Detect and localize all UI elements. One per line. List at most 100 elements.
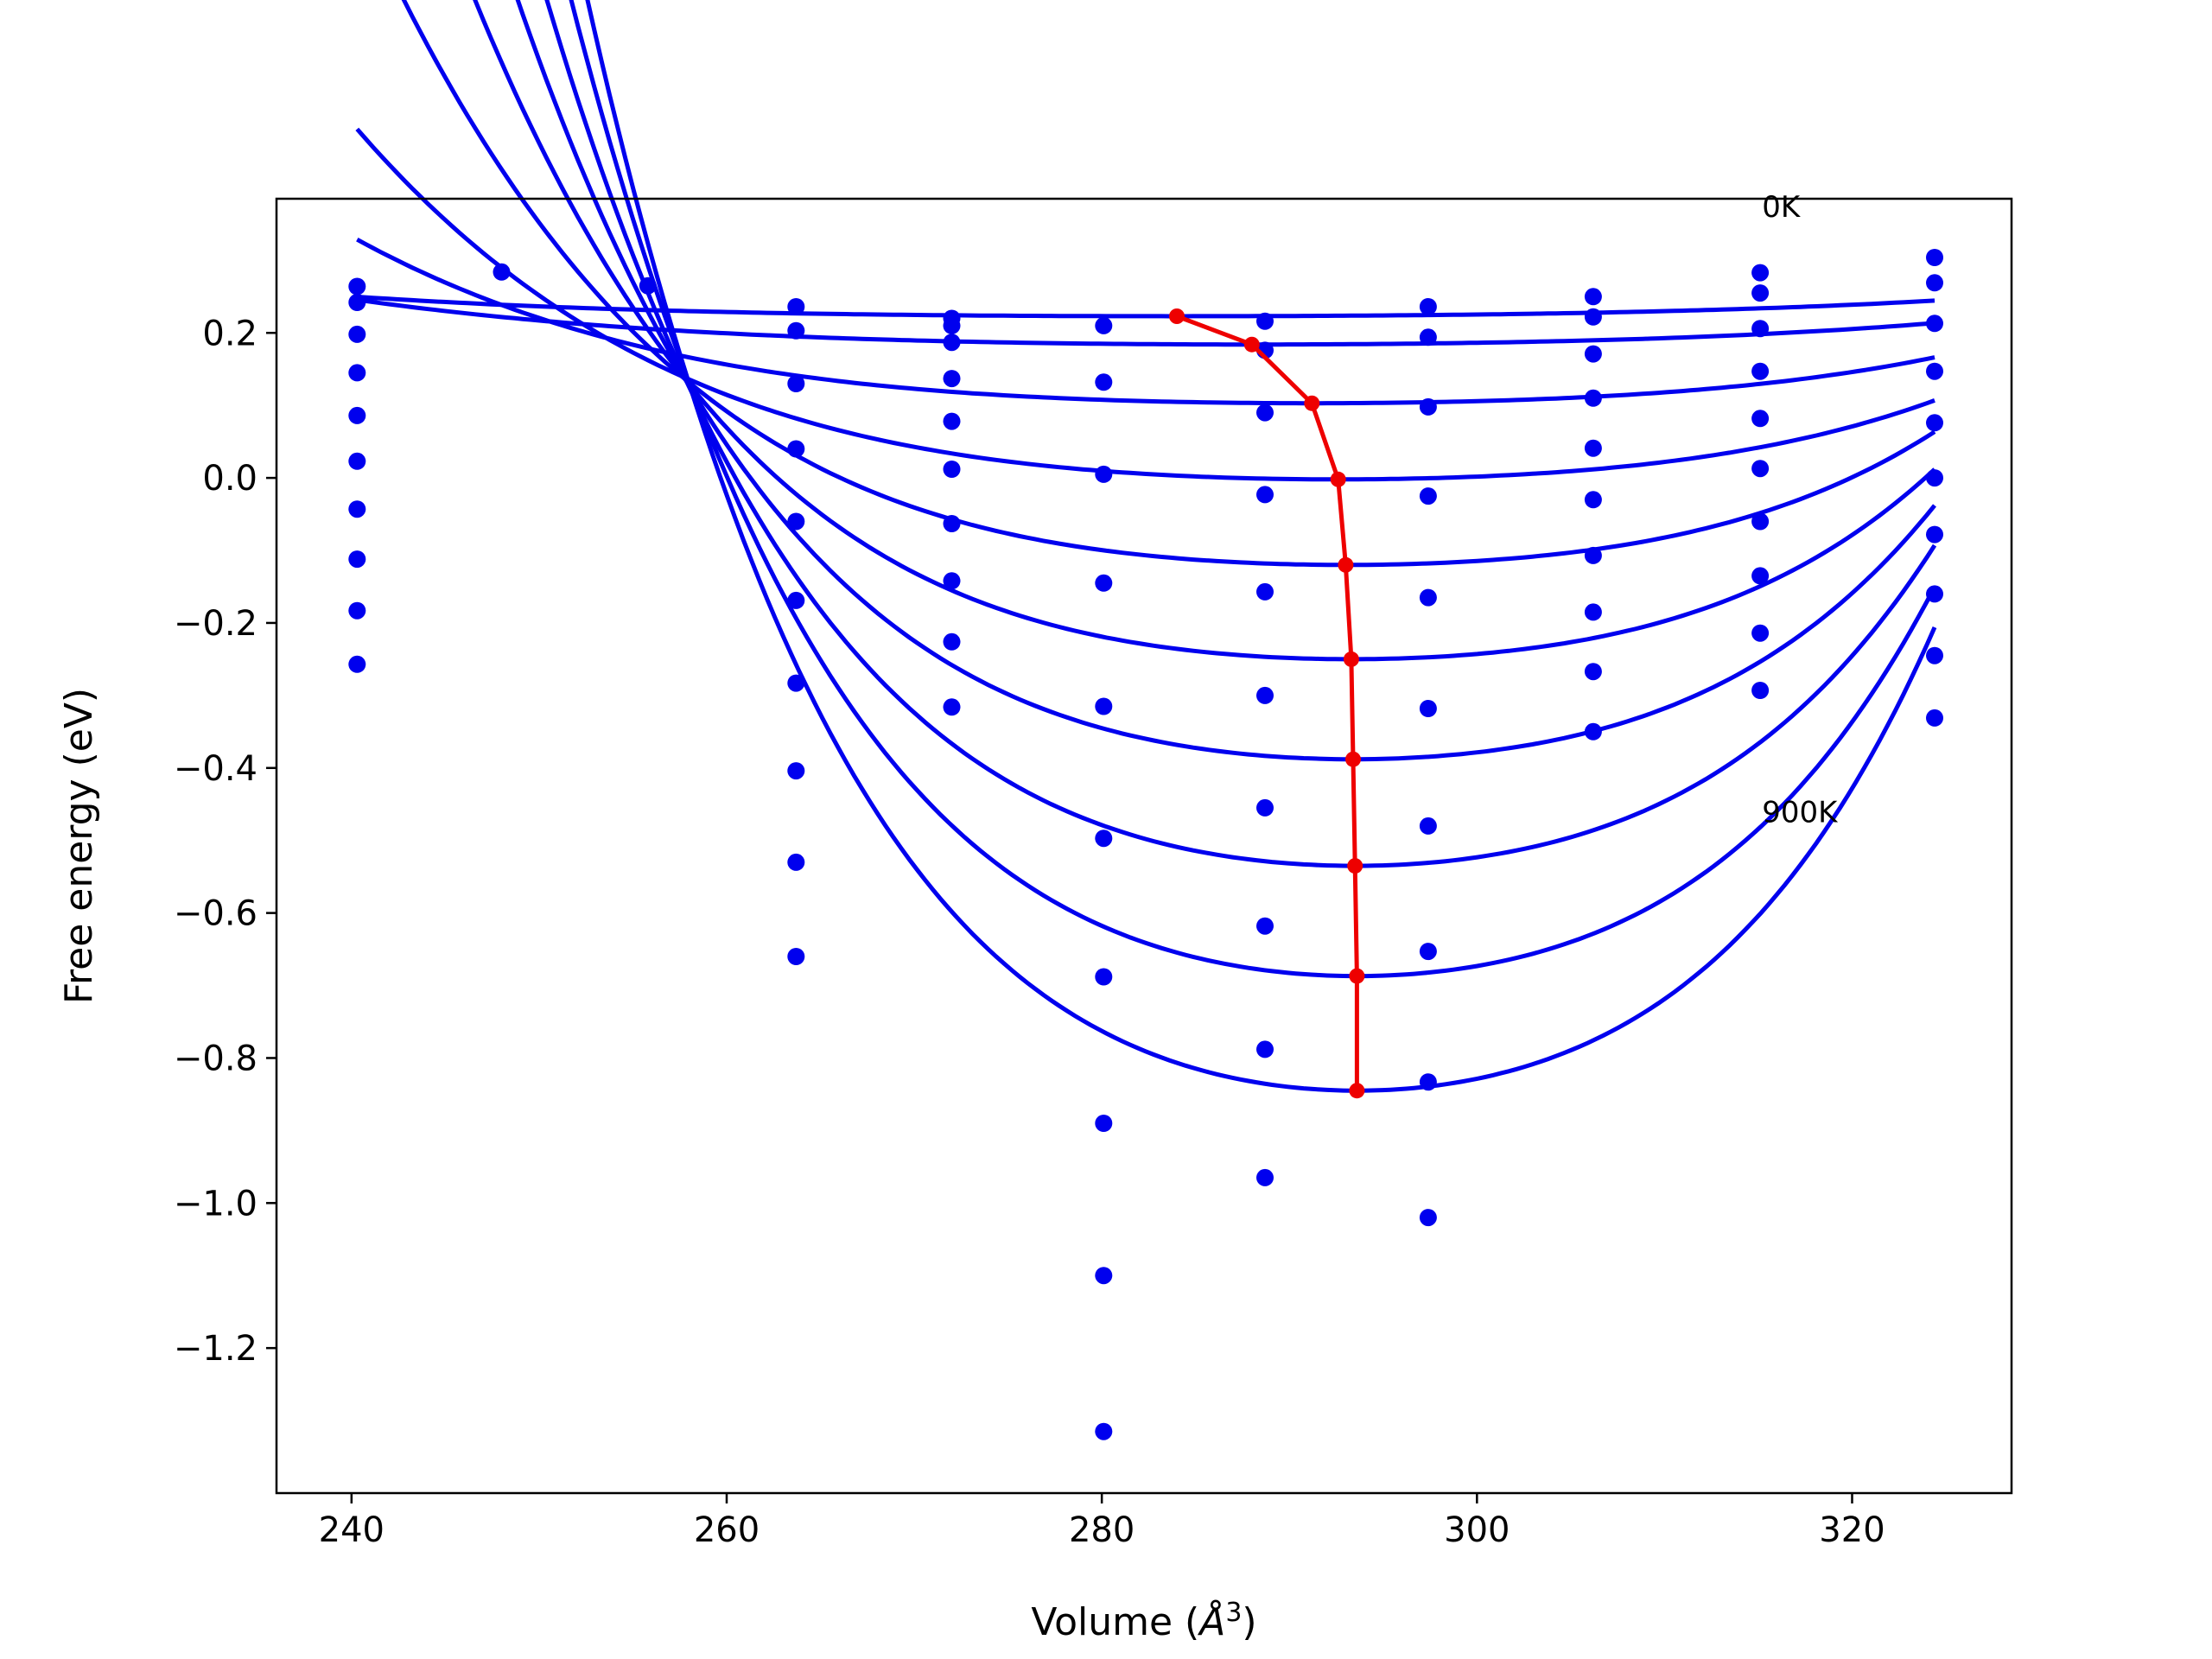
- data-point-5-4: [1095, 697, 1113, 715]
- data-point-8-3: [1584, 389, 1602, 407]
- data-point-0-5: [348, 452, 366, 470]
- data-point-0-3: [348, 364, 366, 382]
- data-point-7-9: [1419, 1209, 1437, 1227]
- data-point-4-9: [943, 698, 961, 716]
- minimum-point-3: [1330, 471, 1346, 487]
- data-point-1-0: [493, 263, 511, 281]
- data-point-9-0: [1751, 264, 1770, 282]
- data-point-8-1: [1584, 308, 1602, 326]
- fit-curve-6: [515, 0, 1936, 762]
- annotation-1: 900K: [1762, 796, 1839, 830]
- x-tick-label: 320: [1819, 1510, 1885, 1550]
- minimum-point-9: [1349, 1083, 1365, 1099]
- data-point-3-1: [787, 321, 805, 340]
- data-point-7-4: [1419, 588, 1437, 607]
- data-point-6-0: [1256, 312, 1274, 330]
- x-tick-label: 260: [694, 1510, 760, 1550]
- data-point-7-2: [1419, 397, 1437, 416]
- data-point-7-7: [1419, 943, 1437, 961]
- data-point-5-8: [1095, 1267, 1113, 1285]
- y-tick-label: −0.4: [174, 749, 257, 789]
- y-axis-ticks: 0.2 0.0 −0.2 −0.4 −0.6 −0.8 −1.0 −1.2: [174, 314, 276, 1369]
- data-point-7-3: [1419, 487, 1437, 505]
- data-point-7-8: [1419, 1073, 1437, 1091]
- data-point-3-0: [787, 298, 805, 315]
- data-point-5-6: [1095, 968, 1113, 986]
- data-points: [348, 249, 1943, 1440]
- data-point-4-8: [943, 632, 961, 651]
- minimum-point-1: [1243, 336, 1260, 353]
- y-tick-label: 0.2: [202, 314, 257, 353]
- data-point-8-0: [1584, 288, 1602, 306]
- data-point-9-5: [1751, 460, 1770, 478]
- x-tick-label: 240: [319, 1510, 385, 1550]
- data-point-6-6: [1256, 798, 1274, 817]
- minimum-point-8: [1349, 968, 1365, 984]
- y-tick-label: −1.2: [174, 1329, 257, 1369]
- data-point-5-3: [1095, 574, 1113, 592]
- data-point-0-0: [348, 277, 366, 296]
- data-point-7-6: [1419, 817, 1437, 835]
- minimum-point-0: [1169, 308, 1185, 324]
- data-point-10-1: [1926, 274, 1943, 292]
- y-tick-label: −0.8: [174, 1039, 257, 1078]
- minimum-point-6: [1345, 751, 1361, 767]
- data-point-8-6: [1584, 546, 1602, 564]
- data-point-9-7: [1751, 567, 1770, 585]
- data-point-0-6: [348, 500, 366, 518]
- data-point-0-1: [348, 294, 366, 311]
- minimum-point-5: [1343, 651, 1359, 667]
- fit-curve-8: [569, 0, 1937, 979]
- data-point-8-7: [1584, 603, 1602, 621]
- data-point-6-2: [1256, 404, 1274, 422]
- data-point-0-8: [348, 601, 366, 620]
- data-point-8-9: [1584, 722, 1602, 741]
- y-tick-label: 0.0: [202, 459, 257, 499]
- data-point-9-9: [1751, 682, 1770, 699]
- data-point-10-7: [1926, 585, 1943, 603]
- data-point-5-5: [1095, 830, 1113, 848]
- data-point-2-0: [639, 276, 657, 295]
- data-point-6-4: [1256, 582, 1274, 601]
- data-point-8-2: [1584, 345, 1602, 363]
- x-axis-label: Volume (Å3): [1031, 1598, 1256, 1644]
- data-point-4-1: [943, 316, 961, 334]
- data-point-0-4: [348, 406, 366, 424]
- data-point-5-0: [1095, 316, 1113, 334]
- data-point-9-4: [1751, 410, 1770, 428]
- data-point-4-2: [943, 334, 961, 352]
- fit-curve-4: [401, 0, 1936, 568]
- annotations: 0K 900K: [1762, 190, 1839, 830]
- data-point-8-4: [1584, 439, 1602, 457]
- annotation-0: 0K: [1762, 190, 1802, 225]
- data-point-3-6: [787, 674, 805, 692]
- minimum-point-2: [1304, 395, 1320, 411]
- y-axis-label: Free energy (eV): [57, 688, 101, 1004]
- data-point-4-6: [943, 515, 961, 532]
- fit-curve-7: [544, 0, 1937, 868]
- data-point-5-7: [1095, 1115, 1113, 1132]
- data-point-10-8: [1926, 646, 1943, 664]
- x-tick-label: 300: [1444, 1510, 1510, 1550]
- fit-curve-3: [355, 127, 1936, 482]
- data-point-7-1: [1419, 328, 1437, 346]
- data-point-8-8: [1584, 663, 1602, 681]
- minimum-path-line: [1176, 314, 1359, 1091]
- fit-curve-1: [356, 297, 1936, 347]
- data-point-5-2: [1095, 465, 1113, 483]
- data-point-3-3: [787, 440, 805, 458]
- x-tick-label: 280: [1069, 1510, 1135, 1550]
- y-tick-label: −0.6: [174, 894, 257, 934]
- data-point-4-7: [943, 572, 961, 590]
- data-point-6-5: [1256, 686, 1274, 704]
- data-point-7-0: [1419, 298, 1437, 315]
- fit-curve-0: [357, 295, 1936, 319]
- y-tick-label: −0.2: [174, 604, 257, 644]
- data-point-5-9: [1095, 1422, 1113, 1440]
- minimum-path: [1169, 308, 1365, 1099]
- fit-curve-5: [473, 0, 1936, 662]
- data-point-6-3: [1256, 486, 1274, 504]
- data-point-3-4: [787, 512, 805, 531]
- data-point-9-6: [1751, 512, 1770, 531]
